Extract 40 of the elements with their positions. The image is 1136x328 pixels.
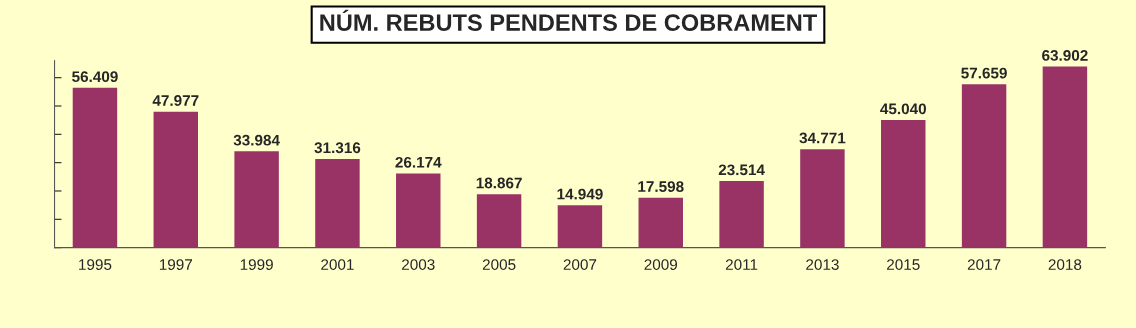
x-tick-label: 2001 [321, 259, 354, 270]
bar [1042, 66, 1088, 248]
bar [800, 149, 845, 248]
x-tick-label: 2013 [806, 259, 839, 270]
x-tick-label: 1997 [159, 259, 192, 270]
bar [315, 158, 360, 248]
x-tick-label: 1995 [79, 259, 112, 270]
data-label: 14.949 [557, 188, 603, 200]
bar [476, 194, 522, 248]
x-tick-label: 2018 [1048, 259, 1082, 270]
bar [396, 173, 441, 248]
bar [153, 111, 198, 248]
data-label: 45.040 [880, 103, 926, 115]
x-tick-label: 2015 [887, 259, 920, 270]
data-label: 63.902 [1042, 50, 1088, 61]
x-tick-label: 2011 [725, 259, 758, 270]
chart-title: NÚM. REBUTS PENDENTS DE COBRAMENT [320, 9, 817, 31]
bar [557, 205, 603, 248]
bar [72, 87, 118, 248]
data-label: 26.174 [395, 156, 442, 168]
data-label: 18.867 [476, 177, 522, 189]
data-label: 57.659 [961, 67, 1007, 79]
x-tick-label: 2009 [644, 259, 678, 270]
data-label: 34.771 [799, 132, 846, 144]
data-label: 23.514 [718, 164, 765, 176]
x-tick-label: 1999 [240, 259, 273, 270]
data-label: 56.409 [72, 71, 118, 83]
bar [234, 151, 279, 248]
bar [719, 181, 764, 248]
data-label: 33.984 [233, 134, 280, 146]
data-label: 31.316 [314, 142, 361, 154]
x-tick-label: 2003 [402, 259, 435, 270]
x-tick-label: 2017 [967, 259, 1001, 270]
x-tick-label: 2007 [563, 259, 597, 270]
bar [638, 197, 683, 248]
data-label: 17.598 [638, 181, 684, 192]
bar [961, 84, 1007, 248]
data-label: 47.977 [152, 95, 199, 106]
bar [881, 120, 926, 248]
x-tick-label: 2005 [482, 259, 516, 270]
